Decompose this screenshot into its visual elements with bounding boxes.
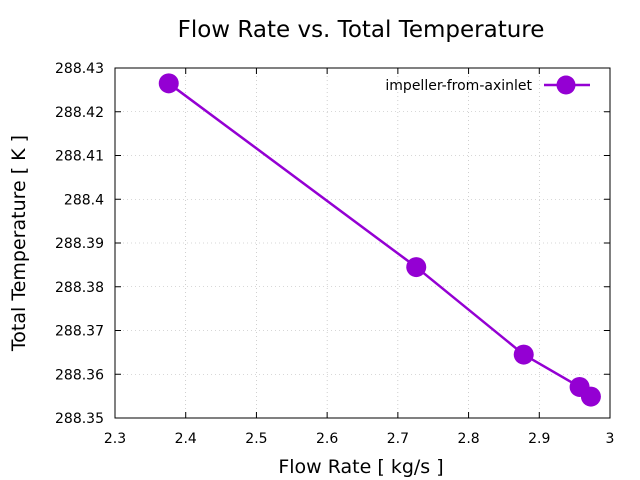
y-tick-labels: 288.35 288.36 288.37 288.38 288.39 288.4 288.4… <box>55 61 104 427</box>
axis-ticks <box>114 67 611 419</box>
y-tick-label: 288.37 <box>55 324 104 340</box>
y-tick-label: 288.4 <box>64 192 104 208</box>
x-tick-label: 2.6 <box>316 431 338 447</box>
x-tick-labels: 2.3 2.4 2.5 2.6 2.7 2.8 2.9 3 <box>104 431 615 447</box>
legend-marker <box>556 75 576 95</box>
data-point <box>513 344 534 365</box>
y-tick-label: 288.38 <box>55 280 104 296</box>
data-point <box>580 386 601 407</box>
x-tick-label: 2.7 <box>387 431 409 447</box>
series-layer <box>158 73 601 407</box>
x-tick-label: 2.3 <box>104 431 126 447</box>
x-tick-label: 2.9 <box>528 431 550 447</box>
y-axis-label: Total Temperature [ K ] <box>8 135 30 352</box>
y-tick-label: 288.39 <box>55 236 104 252</box>
y-tick-label: 288.42 <box>55 105 104 121</box>
grid <box>115 68 610 418</box>
data-point <box>158 73 179 94</box>
y-tick-label: 288.35 <box>55 411 104 427</box>
y-tick-label: 288.43 <box>55 61 104 77</box>
y-tick-label: 288.41 <box>55 149 104 165</box>
x-tick-label: 3 <box>606 431 615 447</box>
x-tick-label: 2.8 <box>457 431 479 447</box>
legend-label: impeller-from-axinlet <box>385 78 532 94</box>
x-tick-label: 2.5 <box>245 431 267 447</box>
y-tick-label: 288.36 <box>55 367 104 383</box>
legend: impeller-from-axinlet <box>385 75 590 95</box>
x-tick-label: 2.4 <box>175 431 197 447</box>
x-axis-label: Flow Rate [ kg/s ] <box>278 456 443 478</box>
chart-title: Flow Rate vs. Total Temperature <box>178 17 545 43</box>
data-point <box>406 257 427 278</box>
